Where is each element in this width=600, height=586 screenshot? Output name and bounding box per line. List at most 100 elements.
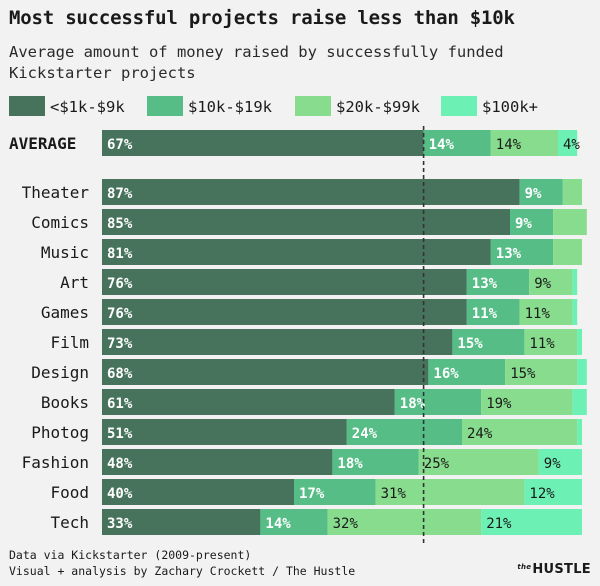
data-label-film-series-2: 15% bbox=[457, 336, 483, 352]
data-label-music-series-1: 81% bbox=[107, 246, 133, 262]
data-label-art-series-2: 13% bbox=[472, 276, 498, 292]
bar-food-series-2 bbox=[294, 479, 376, 505]
data-label-art-series-3: 9% bbox=[534, 276, 551, 292]
bar-design-series-2 bbox=[428, 359, 506, 385]
data-label-average-series-2: 14% bbox=[429, 137, 455, 153]
data-label-average-series-3: 14% bbox=[496, 137, 522, 153]
legend-swatch-2 bbox=[147, 96, 183, 116]
legend-swatch-4 bbox=[441, 96, 477, 116]
data-label-tech-series-3: 32% bbox=[333, 516, 359, 532]
bar-fashion-series-2 bbox=[332, 449, 419, 475]
bar-tech-series-2 bbox=[260, 509, 328, 535]
data-label-tech-series-1: 33% bbox=[107, 516, 133, 532]
bar-books-series-4 bbox=[572, 389, 587, 415]
data-label-games-series-2: 11% bbox=[472, 306, 498, 322]
bar-tech-series-3 bbox=[327, 509, 482, 535]
data-label-average-series-1: 67% bbox=[107, 137, 133, 153]
bar-music-series-2 bbox=[490, 239, 554, 265]
bar-theater-series-2 bbox=[519, 179, 563, 205]
bar-books-series-1 bbox=[102, 389, 395, 415]
bar-books-series-3 bbox=[481, 389, 573, 415]
bar-comics-series-1 bbox=[102, 209, 510, 235]
bar-design-series-4 bbox=[577, 359, 587, 385]
category-label-average: AVERAGE bbox=[9, 134, 76, 153]
category-label-tech: Tech bbox=[50, 513, 89, 532]
legend-label-4: $100k+ bbox=[482, 98, 538, 116]
bar-film-series-3 bbox=[524, 329, 578, 355]
chart-subtitle-line-2: Kickstarter projects bbox=[9, 64, 196, 82]
bar-theater-series-3 bbox=[562, 179, 582, 205]
data-label-design-series-2: 16% bbox=[433, 366, 459, 382]
legend-label-1: <$1k-$9k bbox=[50, 98, 125, 116]
bar-average-series-3 bbox=[490, 130, 558, 156]
data-label-books-series-3: 19% bbox=[486, 396, 512, 412]
bar-games-series-3 bbox=[519, 299, 573, 325]
bar-average-series-2 bbox=[423, 130, 491, 156]
data-label-average-series-4: 4% bbox=[563, 137, 580, 153]
data-label-photog-series-2: 24% bbox=[352, 426, 378, 442]
bar-tech-series-1 bbox=[102, 509, 261, 535]
data-label-photog-series-1: 51% bbox=[107, 426, 133, 442]
category-label-theater: Theater bbox=[22, 183, 90, 202]
bar-fashion-series-4 bbox=[538, 449, 582, 475]
bar-art-series-4 bbox=[572, 269, 578, 295]
category-label-books: Books bbox=[41, 393, 89, 412]
data-label-books-series-2: 18% bbox=[400, 396, 426, 412]
bar-film-series-2 bbox=[452, 329, 525, 355]
data-label-photog-series-3: 24% bbox=[467, 426, 493, 442]
bar-fashion-series-1 bbox=[102, 449, 333, 475]
data-label-food-series-4: 12% bbox=[529, 486, 555, 502]
bar-art-series-1 bbox=[102, 269, 467, 295]
bar-music-series-1 bbox=[102, 239, 491, 265]
data-label-tech-series-2: 14% bbox=[265, 516, 291, 532]
data-label-books-series-1: 61% bbox=[107, 396, 133, 412]
legend-swatch-1 bbox=[9, 96, 45, 116]
data-label-games-series-3: 11% bbox=[525, 306, 551, 322]
data-label-fashion-series-4: 9% bbox=[544, 456, 561, 472]
bar-design-series-1 bbox=[102, 359, 429, 385]
bar-tech-series-4 bbox=[481, 509, 582, 535]
data-label-food-series-1: 40% bbox=[107, 486, 133, 502]
data-label-theater-series-2: 9% bbox=[525, 186, 542, 202]
bar-art-series-3 bbox=[529, 269, 573, 295]
category-label-film: Film bbox=[50, 333, 89, 352]
data-label-design-series-1: 68% bbox=[107, 366, 133, 382]
category-label-photog: Photog bbox=[31, 423, 89, 442]
category-label-fashion: Fashion bbox=[22, 453, 89, 472]
data-label-tech-series-4: 21% bbox=[486, 516, 512, 532]
data-label-food-series-2: 17% bbox=[299, 486, 325, 502]
data-label-design-series-3: 15% bbox=[510, 366, 536, 382]
bar-average-series-1 bbox=[102, 130, 424, 156]
bar-books-series-2 bbox=[394, 389, 482, 415]
data-label-comics-series-2: 9% bbox=[515, 216, 532, 232]
brand-logo: theHUSTLE bbox=[517, 562, 591, 577]
bar-games-series-1 bbox=[102, 299, 467, 325]
bar-photog-series-4 bbox=[577, 419, 582, 445]
data-label-fashion-series-2: 18% bbox=[337, 456, 363, 472]
credit-note: Visual + analysis by Zachary Crockett / … bbox=[9, 564, 356, 578]
chart-subtitle-line-1: Average amount of money raised by succes… bbox=[9, 43, 504, 61]
bar-food-series-4 bbox=[524, 479, 582, 505]
data-label-theater-series-1: 87% bbox=[107, 186, 133, 202]
bar-photog-series-1 bbox=[102, 419, 347, 445]
category-label-food: Food bbox=[50, 483, 89, 502]
bar-games-series-2 bbox=[466, 299, 520, 325]
source-note: Data via Kickstarter (2009-present) bbox=[9, 548, 252, 562]
bar-art-series-2 bbox=[466, 269, 530, 295]
category-label-art: Art bbox=[60, 273, 89, 292]
data-label-art-series-1: 76% bbox=[107, 276, 133, 292]
bar-food-series-3 bbox=[375, 479, 525, 505]
bar-average-series-4 bbox=[558, 130, 578, 156]
bar-film-series-4 bbox=[577, 329, 582, 355]
bar-theater-series-1 bbox=[102, 179, 520, 205]
bar-film-series-1 bbox=[102, 329, 453, 355]
bar-fashion-series-3 bbox=[418, 449, 539, 475]
data-label-film-series-1: 73% bbox=[107, 336, 133, 352]
bar-music-series-3 bbox=[553, 239, 582, 265]
bar-design-series-3 bbox=[505, 359, 578, 385]
data-label-fashion-series-1: 48% bbox=[107, 456, 133, 472]
legend-label-3: $20k-$99k bbox=[336, 98, 421, 116]
category-label-design: Design bbox=[31, 363, 89, 382]
bar-food-series-1 bbox=[102, 479, 294, 505]
